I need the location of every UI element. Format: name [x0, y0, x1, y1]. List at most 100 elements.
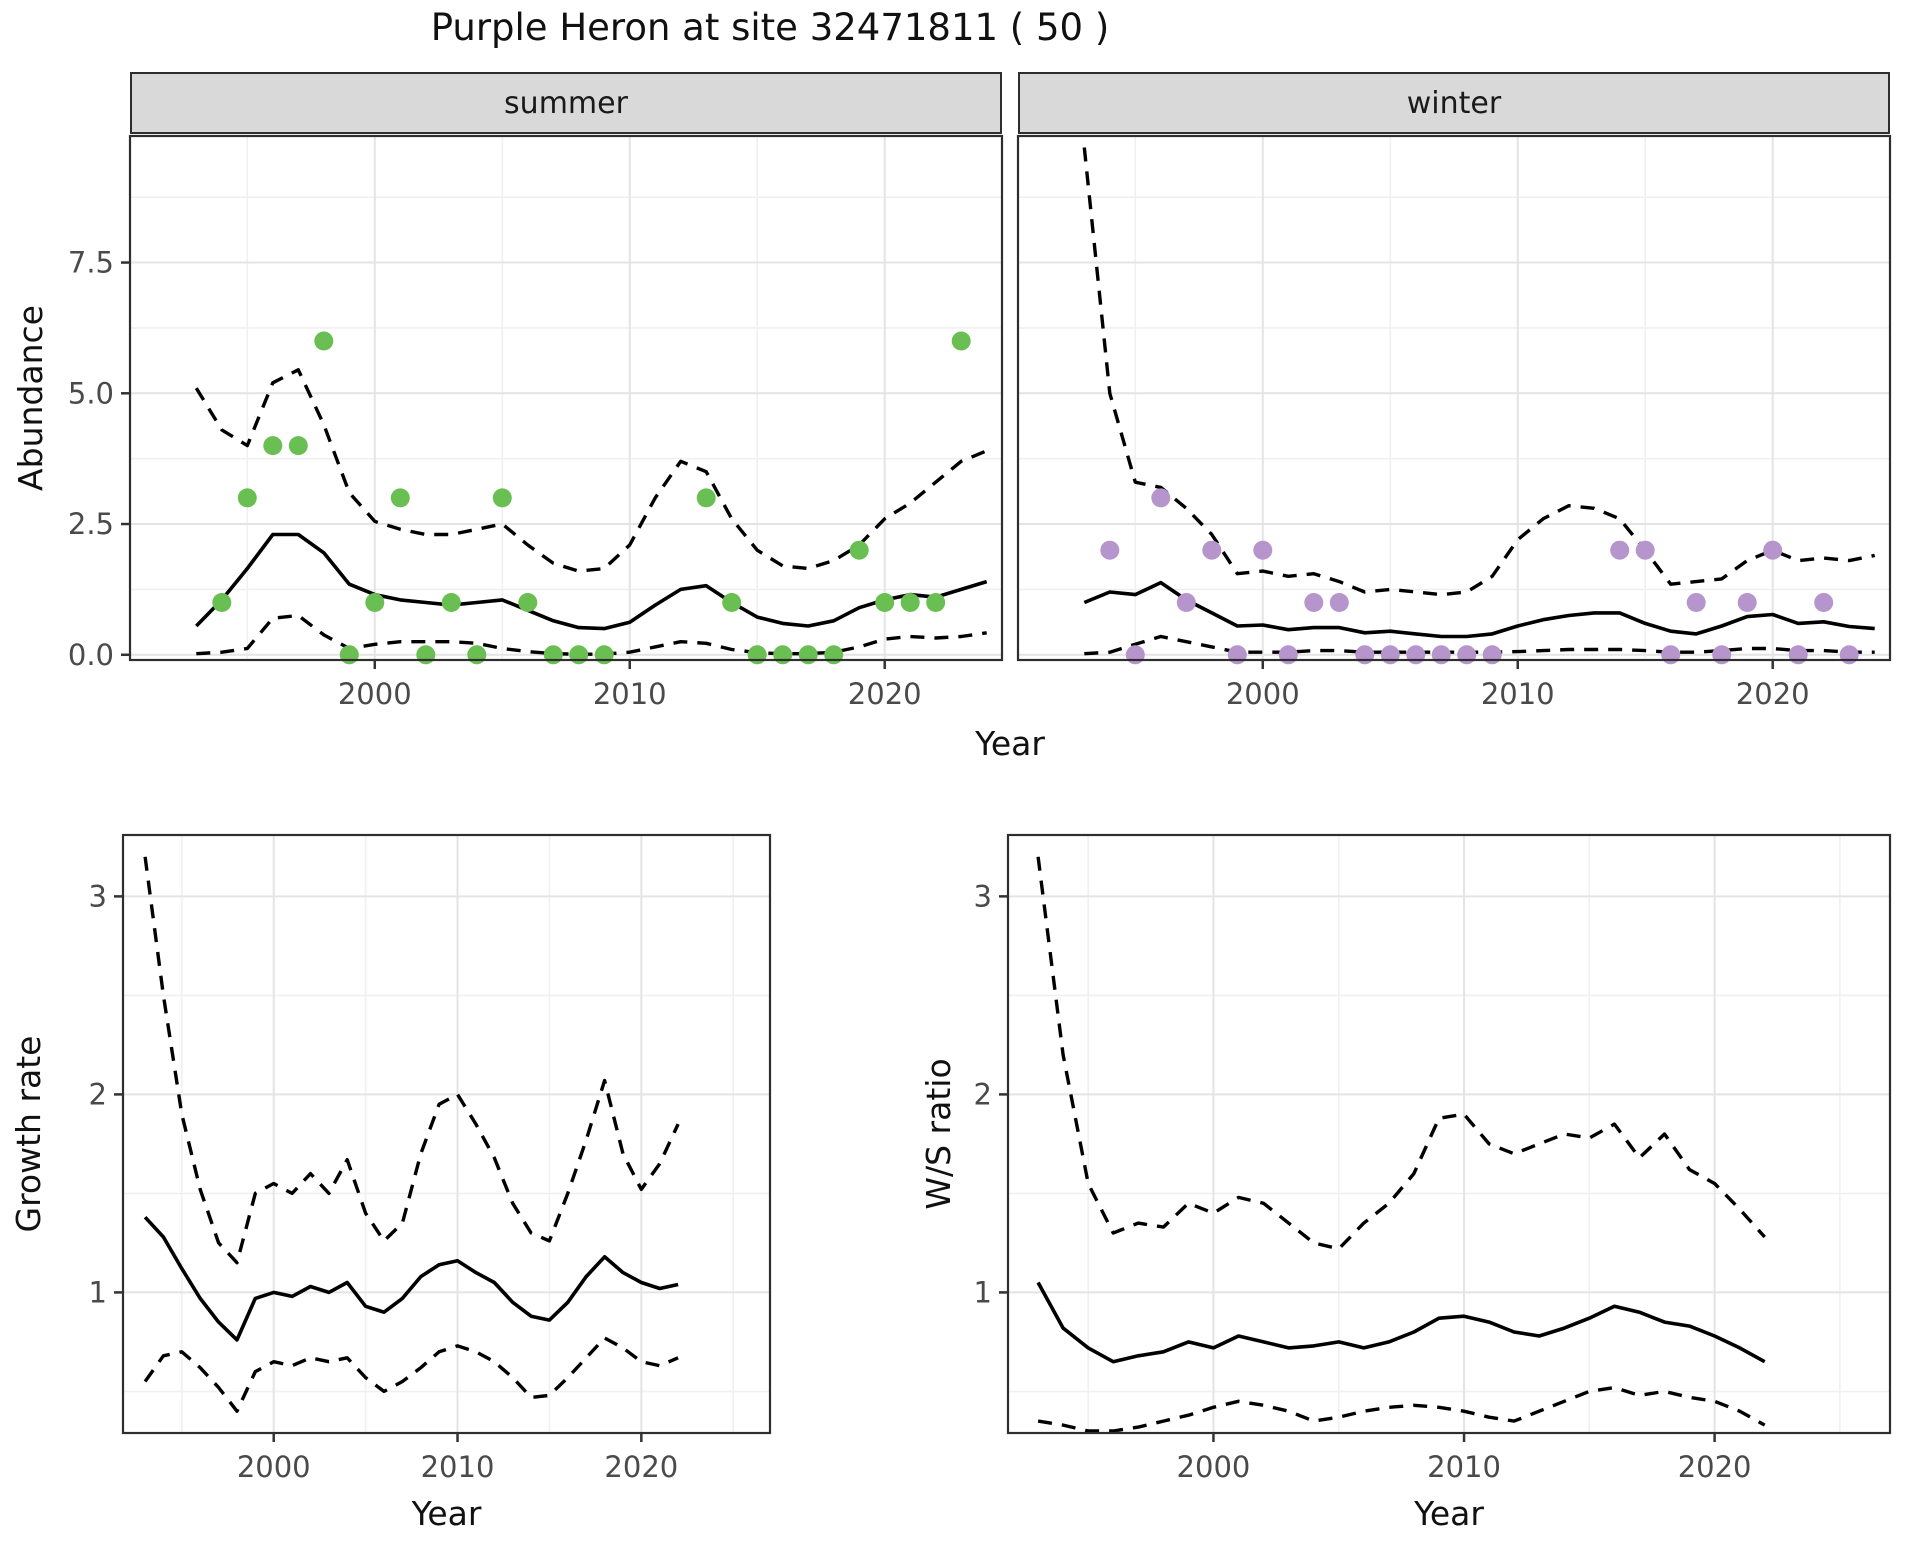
abundance-winter-point — [1457, 645, 1477, 665]
abundance-summer-point — [900, 593, 920, 612]
abundance-winter-point — [1227, 645, 1247, 665]
abundance-summer-lower_ci-line — [196, 613, 987, 656]
abundance-summer-point — [824, 645, 844, 665]
abundance-winter-point — [1686, 593, 1706, 612]
x-tick-label: 2020 — [848, 677, 922, 711]
abundance-winter-point — [1763, 540, 1783, 560]
abundance-winter-point — [1355, 645, 1375, 665]
x-axis-title-growth: Year — [411, 1494, 482, 1533]
abundance-summer-point — [594, 645, 614, 665]
abundance-winter-point — [1202, 540, 1222, 560]
y-axis-title-ws: W/S ratio — [919, 1058, 958, 1210]
abundance-summer-point — [798, 645, 818, 665]
abundance-winter-point — [1431, 645, 1451, 665]
growth-rate-upper_ci-line — [143, 856, 680, 1265]
abundance-winter-fit-line — [1083, 580, 1875, 639]
abundance-winter-point — [1712, 645, 1732, 665]
x-tick-label: 2000 — [237, 1450, 311, 1484]
x-tick-label: 2010 — [421, 1450, 495, 1484]
abundance-winter-point — [1814, 593, 1834, 612]
abundance-winter-point — [1406, 645, 1426, 665]
growth-rate-fit-line — [143, 1215, 679, 1342]
abundance-winter-point — [1176, 593, 1196, 612]
abundance-winter-panel-border — [1016, 134, 1892, 662]
abundance-summer-point — [237, 488, 257, 508]
abundance-summer-point — [696, 488, 716, 508]
x-tick-label: 2010 — [1427, 1450, 1501, 1484]
abundance-summer-point — [212, 593, 232, 612]
abundance-winter-lower_ci-line — [1084, 634, 1875, 656]
x-axis-title-ws: Year — [1414, 1494, 1484, 1533]
facet-strip-summer: summer — [130, 72, 1002, 134]
abundance-winter-point — [1304, 593, 1324, 612]
facet-strip-winter: winter — [1018, 72, 1890, 134]
abundance-summer-point — [441, 593, 461, 612]
abundance-winter-point — [1635, 540, 1655, 560]
x-tick-label: 2010 — [1481, 677, 1555, 711]
abundance-winter-point — [1278, 645, 1298, 665]
x-tick-label: 2010 — [593, 677, 667, 711]
y-tick-label: 3 — [974, 879, 992, 913]
abundance-winter-point — [1151, 488, 1171, 508]
y-tick-label: 2 — [89, 1077, 107, 1111]
growth-rate-lower_ci-line — [143, 1336, 679, 1413]
abundance-summer-point — [875, 593, 895, 612]
abundance-summer-fit-line — [195, 532, 988, 631]
abundance-winter-point — [1482, 645, 1502, 665]
x-axis-title-top: Year — [975, 724, 1045, 763]
y-tick-label: 7.5 — [68, 246, 114, 280]
abundance-winter-point — [1125, 645, 1145, 665]
y-axis-title-growth: Growth rate — [9, 1035, 48, 1233]
abundance-summer-point — [314, 331, 334, 351]
abundance-winter-point — [1100, 540, 1120, 560]
y-tick-label: 1 — [89, 1275, 107, 1309]
ws-ratio-upper_ci-line — [1036, 856, 1766, 1251]
growth-rate-panel-border — [121, 833, 772, 1435]
abundance-winter-point — [1329, 593, 1349, 612]
abundance-summer-point — [926, 593, 946, 612]
abundance-summer-point — [467, 645, 487, 665]
page-title: Purple Heron at site 32471811 ( 50 ) — [430, 6, 1110, 49]
abundance-summer-point — [390, 488, 410, 508]
abundance-summer-point — [365, 593, 385, 612]
y-tick-label: 2 — [974, 1077, 992, 1111]
abundance-summer-panel-border — [128, 134, 1004, 662]
abundance-summer-point — [773, 645, 793, 665]
abundance-summer-point — [722, 593, 742, 612]
abundance-summer-upper_ci-line — [194, 368, 988, 573]
x-tick-label: 2020 — [1678, 1450, 1752, 1484]
ws-ratio-panel-border — [1006, 833, 1892, 1435]
abundance-winter-point — [1253, 540, 1273, 560]
y-tick-label: 1 — [974, 1275, 992, 1309]
ws-ratio-lower_ci-line — [1037, 1385, 1766, 1433]
abundance-winter-point — [1839, 645, 1859, 665]
abundance-winter-point — [1380, 645, 1400, 665]
abundance-summer-point — [543, 645, 563, 665]
abundance-summer-point — [288, 436, 308, 456]
y-tick-label: 3 — [89, 879, 107, 913]
x-tick-label: 2020 — [1736, 677, 1810, 711]
abundance-summer-point — [492, 488, 512, 508]
abundance-summer-point — [849, 540, 869, 560]
y-tick-label: 2.5 — [68, 507, 114, 541]
abundance-winter-point — [1737, 593, 1757, 612]
abundance-summer-point — [747, 645, 767, 665]
y-tick-label: 0.0 — [68, 638, 114, 672]
ws-ratio-fit-line — [1036, 1281, 1766, 1364]
abundance-summer-point — [339, 645, 359, 665]
x-tick-label: 2000 — [1177, 1450, 1251, 1484]
y-axis-title-abundance: Abundance — [11, 305, 50, 491]
x-tick-label: 2000 — [338, 677, 412, 711]
abundance-summer-point — [416, 645, 436, 665]
abundance-winter-upper_ci-line — [1082, 147, 1876, 597]
abundance-winter-point — [1661, 645, 1681, 665]
abundance-summer-point — [263, 436, 283, 456]
x-tick-label: 2020 — [604, 1450, 678, 1484]
abundance-summer-point — [518, 593, 538, 612]
y-tick-label: 5.0 — [68, 376, 114, 410]
abundance-winter-point — [1788, 645, 1808, 665]
abundance-winter-point — [1610, 540, 1630, 560]
x-tick-label: 2000 — [1226, 677, 1300, 711]
abundance-summer-point — [951, 331, 971, 351]
